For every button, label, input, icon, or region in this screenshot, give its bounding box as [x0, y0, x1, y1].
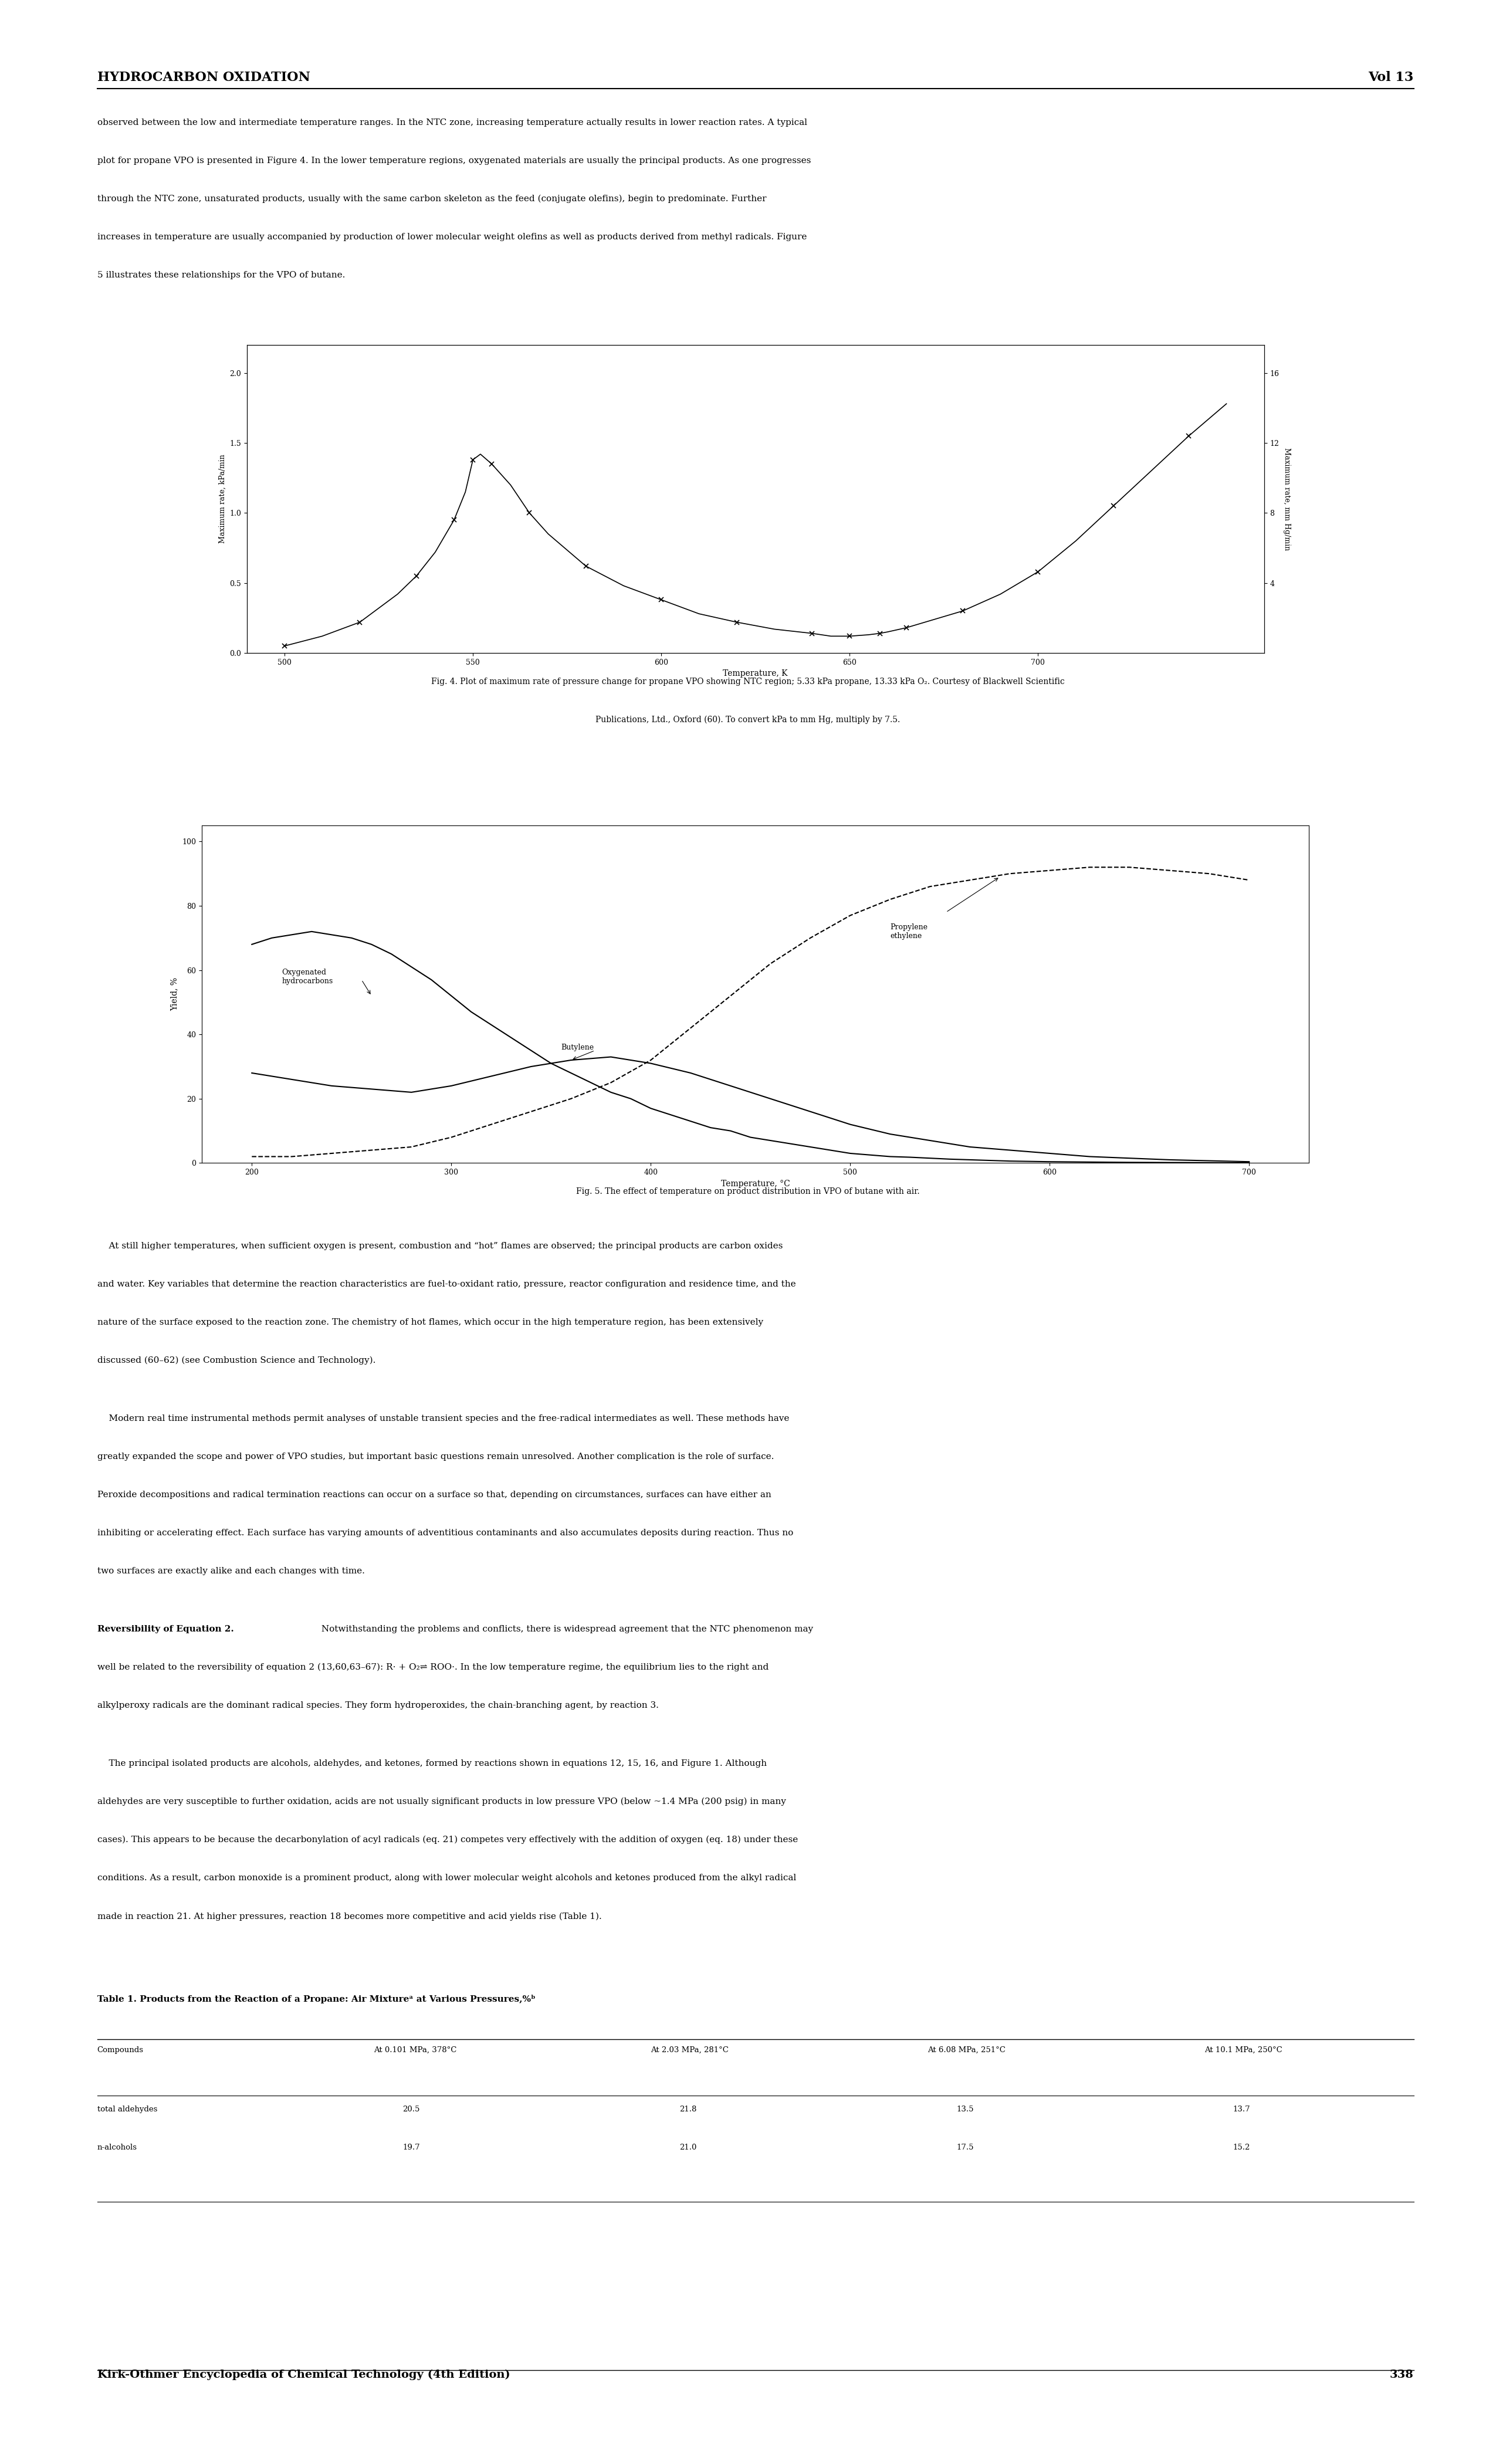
Text: Kirk-Othmer Encyclopedia of Chemical Technology (4th Edition): Kirk-Othmer Encyclopedia of Chemical Tec…	[97, 2370, 510, 2380]
Text: and water. Key variables that determine the reaction characteristics are fuel-to: and water. Key variables that determine …	[97, 1281, 796, 1289]
Text: At still higher temperatures, when sufficient oxygen is present, combustion and : At still higher temperatures, when suffi…	[97, 1242, 782, 1249]
Text: Modern real time instrumental methods permit analyses of unstable transient spec: Modern real time instrumental methods pe…	[97, 1414, 790, 1422]
Text: Butylene: Butylene	[561, 1042, 594, 1052]
Text: The principal isolated products are alcohols, aldehydes, and ketones, formed by : The principal isolated products are alco…	[97, 1759, 766, 1767]
Text: 13.5: 13.5	[956, 2104, 974, 2114]
X-axis label: Temperature, °C: Temperature, °C	[721, 1180, 790, 1188]
Text: Fig. 4. Plot of maximum rate of pressure change for propane VPO showing NTC regi: Fig. 4. Plot of maximum rate of pressure…	[431, 678, 1065, 685]
Text: At 10.1 MPa, 250°C: At 10.1 MPa, 250°C	[1204, 2045, 1282, 2055]
Text: Fig. 5. The effect of temperature on product distribution in VPO of butane with : Fig. 5. The effect of temperature on pro…	[576, 1188, 920, 1195]
Text: 19.7: 19.7	[402, 2144, 420, 2151]
Text: Propylene
ethylene: Propylene ethylene	[890, 924, 928, 939]
Text: observed between the low and intermediate temperature ranges. In the NTC zone, i: observed between the low and intermediat…	[97, 118, 808, 126]
Text: conditions. As a result, carbon monoxide is a prominent product, along with lowe: conditions. As a result, carbon monoxide…	[97, 1875, 796, 1882]
Text: Table 1. Products from the Reaction of a Propane: Air Mixtureᵃ at Various Pressu: Table 1. Products from the Reaction of a…	[97, 1996, 536, 2003]
Text: alkylperoxy radicals are the dominant radical species. They form hydroperoxides,: alkylperoxy radicals are the dominant ra…	[97, 1700, 658, 1710]
Text: At 2.03 MPa, 281°C: At 2.03 MPa, 281°C	[651, 2045, 729, 2055]
Text: increases in temperature are usually accompanied by production of lower molecula: increases in temperature are usually acc…	[97, 232, 806, 241]
Text: 21.8: 21.8	[679, 2104, 697, 2114]
Text: 5 illustrates these relationships for the VPO of butane.: 5 illustrates these relationships for th…	[97, 271, 346, 278]
Text: 17.5: 17.5	[956, 2144, 974, 2151]
Text: through the NTC zone, unsaturated products, usually with the same carbon skeleto: through the NTC zone, unsaturated produc…	[97, 195, 766, 202]
Text: two surfaces are exactly alike and each changes with time.: two surfaces are exactly alike and each …	[97, 1567, 365, 1574]
Text: well be related to the reversibility of equation 2 (13,60,63–67): R· + O₂⇌ ROO·.: well be related to the reversibility of …	[97, 1663, 769, 1671]
Text: At 6.08 MPa, 251°C: At 6.08 MPa, 251°C	[928, 2045, 1005, 2055]
Text: inhibiting or accelerating effect. Each surface has varying amounts of adventiti: inhibiting or accelerating effect. Each …	[97, 1528, 793, 1538]
Text: 338: 338	[1390, 2370, 1414, 2380]
Text: greatly expanded the scope and power of VPO studies, but important basic questio: greatly expanded the scope and power of …	[97, 1454, 773, 1461]
Text: Notwithstanding the problems and conflicts, there is widespread agreement that t: Notwithstanding the problems and conflic…	[319, 1626, 814, 1634]
Text: 15.2: 15.2	[1233, 2144, 1251, 2151]
X-axis label: Temperature, K: Temperature, K	[723, 670, 788, 678]
Text: made in reaction 21. At higher pressures, reaction 18 becomes more competitive a: made in reaction 21. At higher pressures…	[97, 1912, 601, 1919]
Text: nature of the surface exposed to the reaction zone. The chemistry of hot flames,: nature of the surface exposed to the rea…	[97, 1318, 763, 1326]
Text: Publications, Ltd., Oxford (60). To convert kPa to mm Hg, multiply by 7.5.: Publications, Ltd., Oxford (60). To conv…	[595, 715, 901, 724]
Text: aldehydes are very susceptible to further oxidation, acids are not usually signi: aldehydes are very susceptible to furthe…	[97, 1799, 785, 1806]
Text: discussed (60–62) (see Combustion Science and Technology).: discussed (60–62) (see Combustion Scienc…	[97, 1355, 375, 1365]
Text: Compounds: Compounds	[97, 2045, 144, 2055]
Text: plot for propane VPO is presented in Figure 4. In the lower temperature regions,: plot for propane VPO is presented in Fig…	[97, 158, 811, 165]
Text: Oxygenated
hydrocarbons: Oxygenated hydrocarbons	[281, 968, 334, 986]
Text: 20.5: 20.5	[402, 2104, 420, 2114]
Text: Peroxide decompositions and radical termination reactions can occur on a surface: Peroxide decompositions and radical term…	[97, 1491, 770, 1498]
Y-axis label: Yield, %: Yield, %	[171, 978, 180, 1010]
Text: At 0.101 MPa, 378°C: At 0.101 MPa, 378°C	[374, 2045, 456, 2055]
Y-axis label: Maximum rate, mm Hg/min: Maximum rate, mm Hg/min	[1284, 448, 1291, 549]
Text: 13.7: 13.7	[1233, 2104, 1251, 2114]
Text: Vol 13: Vol 13	[1369, 71, 1414, 84]
Y-axis label: Maximum rate, kPa/min: Maximum rate, kPa/min	[218, 453, 226, 545]
Text: HYDROCARBON OXIDATION: HYDROCARBON OXIDATION	[97, 71, 310, 84]
Text: n-alcohols: n-alcohols	[97, 2144, 138, 2151]
Text: total aldehydes: total aldehydes	[97, 2104, 157, 2114]
Text: 21.0: 21.0	[679, 2144, 697, 2151]
Text: cases). This appears to be because the decarbonylation of acyl radicals (eq. 21): cases). This appears to be because the d…	[97, 1836, 797, 1843]
Text: Reversibility of Equation 2.: Reversibility of Equation 2.	[97, 1626, 233, 1634]
